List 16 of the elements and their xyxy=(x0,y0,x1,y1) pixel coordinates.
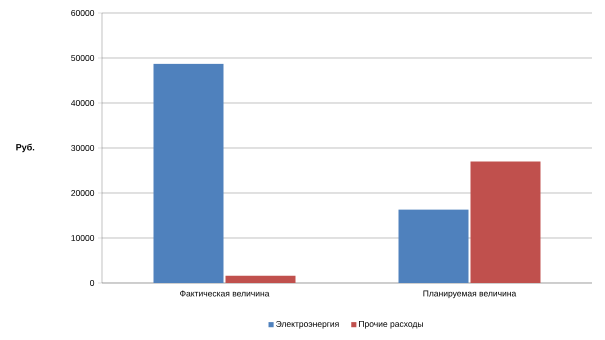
bar xyxy=(154,64,224,283)
legend-label: Электроэнергия xyxy=(276,320,339,329)
x-tick-label: Планируемая величина xyxy=(423,290,516,298)
bar xyxy=(470,162,541,283)
y-tick-label: 50000 xyxy=(71,54,94,61)
bar xyxy=(226,276,296,283)
y-tick-label: 20000 xyxy=(71,190,94,196)
y-axis-title: Руб. xyxy=(16,144,34,152)
y-tick-label: 30000 xyxy=(71,144,94,152)
y-tick-label: 40000 xyxy=(71,100,94,106)
y-tick-label: 0 xyxy=(90,280,94,286)
legend-label: Прочие расходы xyxy=(359,320,423,329)
y-tick-label: 10000 xyxy=(71,234,94,242)
x-tick-label: Фактическая величина xyxy=(180,290,270,296)
y-tick-label: 60000 xyxy=(71,10,94,16)
bar xyxy=(398,210,469,283)
